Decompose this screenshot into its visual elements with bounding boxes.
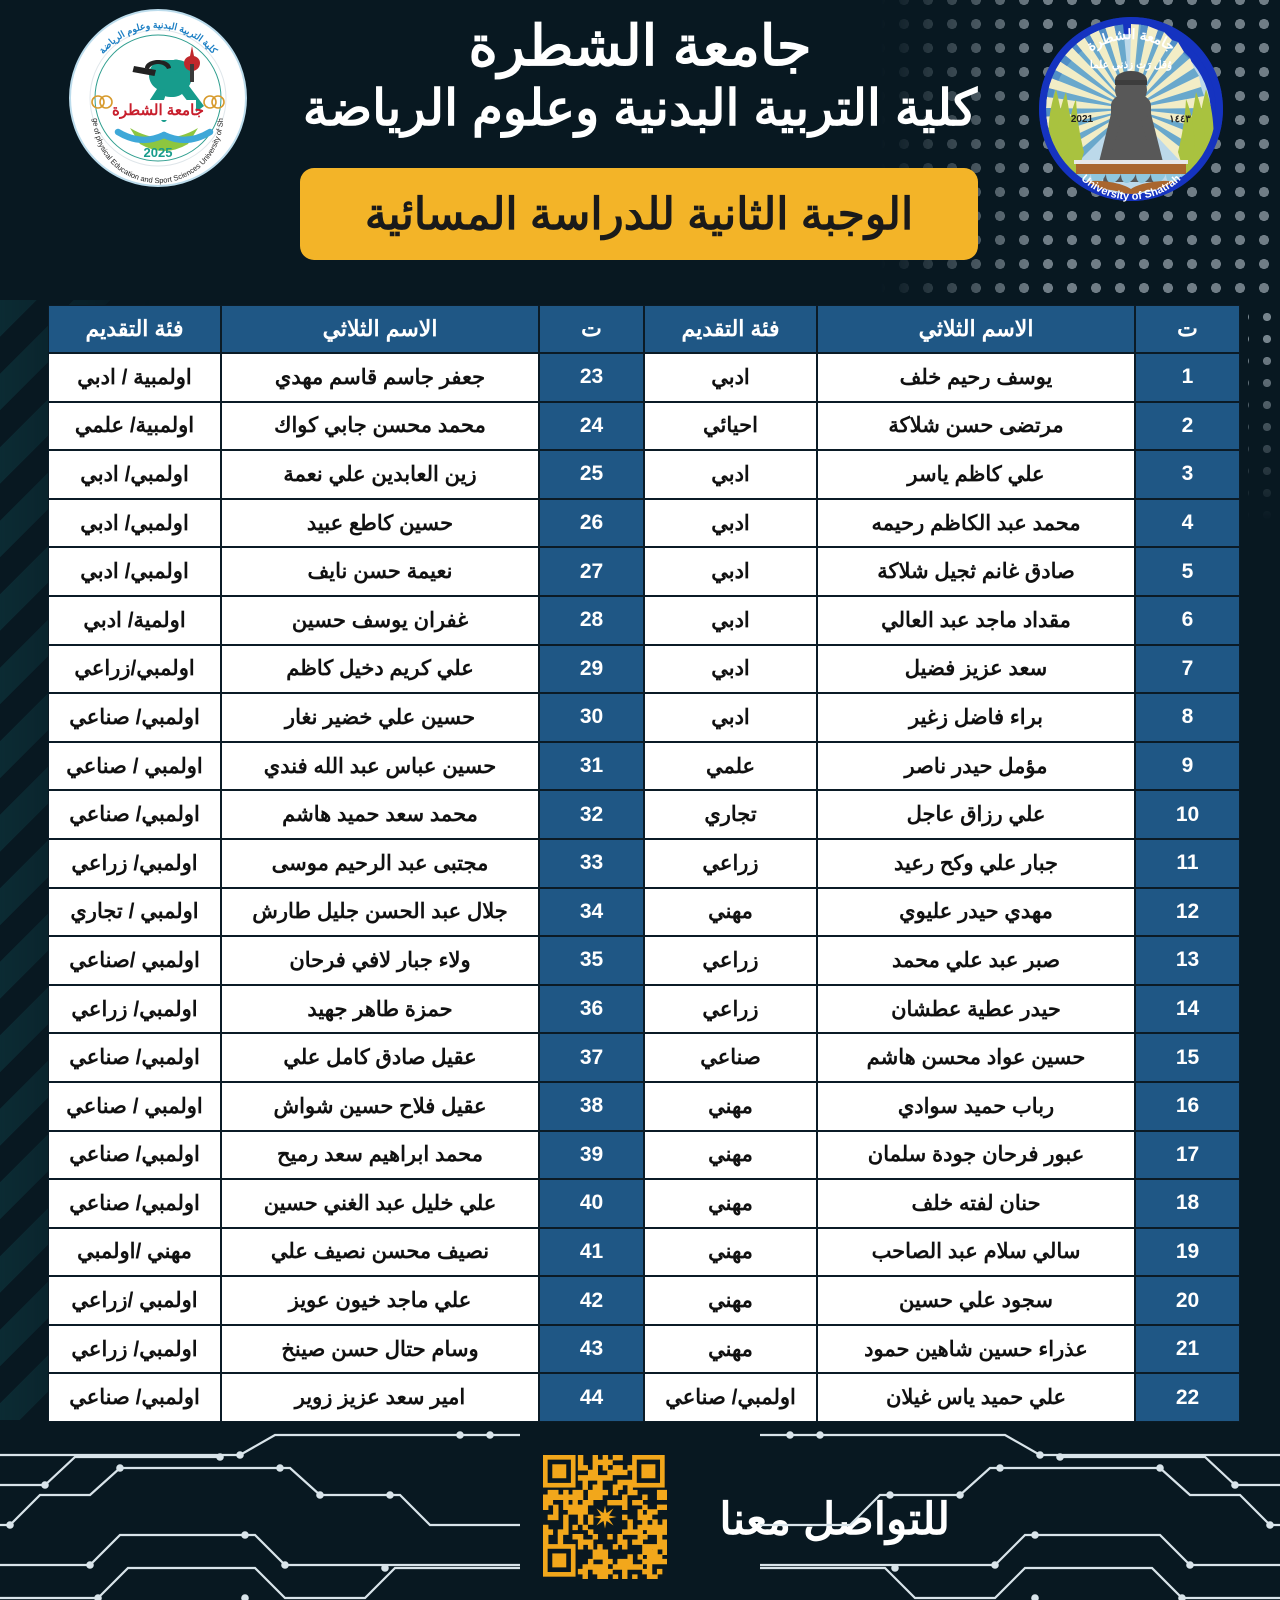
svg-text:١٤٤٣: ١٤٤٣ bbox=[1169, 114, 1191, 125]
svg-text:جامعة الشطرة: جامعة الشطرة bbox=[112, 102, 204, 119]
svg-text:2025: 2025 bbox=[144, 145, 173, 160]
svg-text:2021: 2021 bbox=[1071, 114, 1094, 125]
svg-text:وُقل رَت زذني علما: وُقل رَت زذني علما bbox=[1090, 59, 1172, 72]
